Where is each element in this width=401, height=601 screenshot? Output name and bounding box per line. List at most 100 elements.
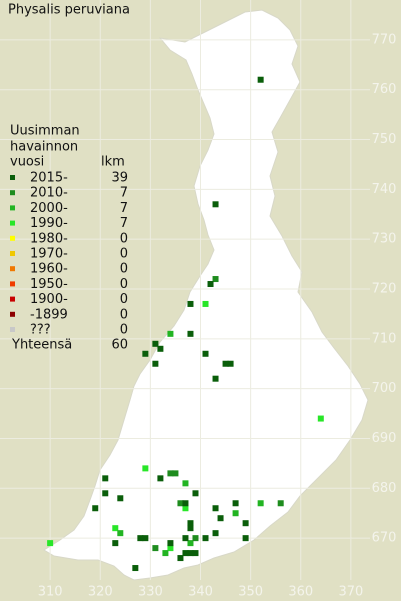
legend-label: 1980- bbox=[30, 231, 68, 246]
observation-square bbox=[212, 530, 219, 537]
legend-label: 1960- bbox=[30, 262, 68, 277]
observation-square bbox=[182, 550, 189, 557]
legend-count: 0 bbox=[120, 231, 128, 246]
title: Physalis peruviana bbox=[8, 3, 130, 18]
legend-heading: havainnon bbox=[10, 140, 78, 155]
observation-square bbox=[142, 465, 149, 472]
legend-count: 0 bbox=[120, 277, 128, 292]
x-tick-label: 330 bbox=[138, 585, 163, 600]
legend-label: ??? bbox=[30, 323, 51, 338]
observation-square bbox=[167, 330, 174, 337]
observation-square bbox=[182, 535, 189, 542]
observation-square bbox=[207, 281, 214, 288]
legend-swatch bbox=[10, 281, 15, 287]
observation-square bbox=[167, 540, 174, 547]
y-tick-label: 670 bbox=[372, 531, 397, 546]
legend-swatch bbox=[10, 220, 15, 226]
legend-count: 7 bbox=[120, 201, 128, 216]
observation-square bbox=[152, 360, 159, 367]
x-tick-label: 340 bbox=[188, 585, 213, 600]
legend-label: 2015- bbox=[30, 171, 68, 186]
observation-square bbox=[187, 525, 194, 532]
y-tick-label: 750 bbox=[372, 132, 397, 147]
observation-square bbox=[232, 500, 239, 507]
legend-swatch bbox=[10, 190, 15, 196]
y-tick-label: 690 bbox=[372, 431, 397, 446]
legend-label: 2010- bbox=[30, 186, 68, 201]
observation-square bbox=[187, 520, 194, 527]
legend-label: 1900- bbox=[30, 292, 68, 307]
observation-square bbox=[202, 350, 209, 357]
legend-heading: Uusimman bbox=[10, 124, 80, 139]
legend-swatch bbox=[10, 266, 15, 272]
legend-count-heading: lkm bbox=[101, 155, 125, 170]
y-tick-label: 680 bbox=[372, 481, 397, 496]
y-tick-label: 720 bbox=[372, 282, 397, 297]
observation-square bbox=[187, 550, 194, 557]
observation-square bbox=[167, 470, 174, 477]
legend-count: 0 bbox=[120, 307, 128, 322]
legend-swatch bbox=[10, 175, 15, 180]
observation-square bbox=[187, 540, 194, 547]
legend-swatch bbox=[10, 205, 15, 211]
observation-square bbox=[277, 500, 284, 507]
observation-square bbox=[187, 300, 194, 307]
observation-square bbox=[167, 545, 174, 552]
observation-square bbox=[187, 330, 194, 337]
legend-count: 39 bbox=[111, 171, 128, 186]
legend-swatch bbox=[10, 296, 15, 302]
y-tick-label: 770 bbox=[372, 32, 397, 47]
observation-square bbox=[212, 276, 219, 283]
legend-swatch bbox=[10, 235, 15, 241]
observation-square bbox=[172, 470, 179, 477]
observation-square bbox=[132, 565, 139, 572]
observation-square bbox=[182, 505, 189, 512]
y-tick-label: 760 bbox=[372, 82, 397, 97]
observation-square bbox=[47, 540, 54, 547]
legend-heading: vuosi bbox=[10, 155, 44, 170]
observation-square bbox=[212, 375, 219, 382]
legend-label: 1950- bbox=[30, 277, 68, 292]
observation-square bbox=[202, 535, 209, 542]
observation-square bbox=[182, 500, 189, 507]
total-value: 60 bbox=[111, 338, 128, 353]
observation-square bbox=[212, 505, 219, 512]
x-tick-label: 350 bbox=[238, 585, 263, 600]
observation-square bbox=[192, 550, 199, 557]
observation-square bbox=[212, 201, 219, 208]
x-tick-label: 370 bbox=[338, 585, 363, 600]
legend-swatch bbox=[10, 327, 15, 332]
observation-square bbox=[142, 535, 149, 542]
observation-square bbox=[112, 525, 119, 532]
observation-square bbox=[182, 480, 189, 487]
legend-count: 7 bbox=[120, 186, 128, 201]
observation-square bbox=[112, 540, 119, 547]
observation-square bbox=[137, 535, 144, 542]
legend-count: 7 bbox=[120, 216, 128, 231]
observation-square bbox=[117, 530, 124, 537]
observation-square bbox=[222, 360, 229, 367]
legend-label: -1899 bbox=[30, 307, 68, 322]
legend-swatch bbox=[10, 311, 15, 317]
observation-square bbox=[142, 350, 149, 357]
observation-square bbox=[192, 535, 199, 542]
observation-square bbox=[202, 300, 209, 307]
observation-square bbox=[217, 515, 224, 522]
legend-label: 1990- bbox=[30, 216, 68, 231]
legend-count: 0 bbox=[120, 292, 128, 307]
observation-square bbox=[102, 490, 109, 497]
legend-count: 0 bbox=[120, 262, 128, 277]
observation-square bbox=[177, 500, 184, 507]
observation-square bbox=[317, 415, 324, 422]
y-tick-label: 730 bbox=[372, 232, 397, 247]
observation-square bbox=[257, 76, 264, 83]
observation-square bbox=[232, 510, 239, 517]
x-tick-label: 360 bbox=[288, 585, 313, 600]
observation-square bbox=[177, 555, 184, 562]
observation-square bbox=[242, 520, 249, 527]
y-tick-label: 710 bbox=[372, 331, 397, 346]
total-label: Yhteensä bbox=[11, 338, 72, 353]
observation-square bbox=[102, 475, 109, 482]
